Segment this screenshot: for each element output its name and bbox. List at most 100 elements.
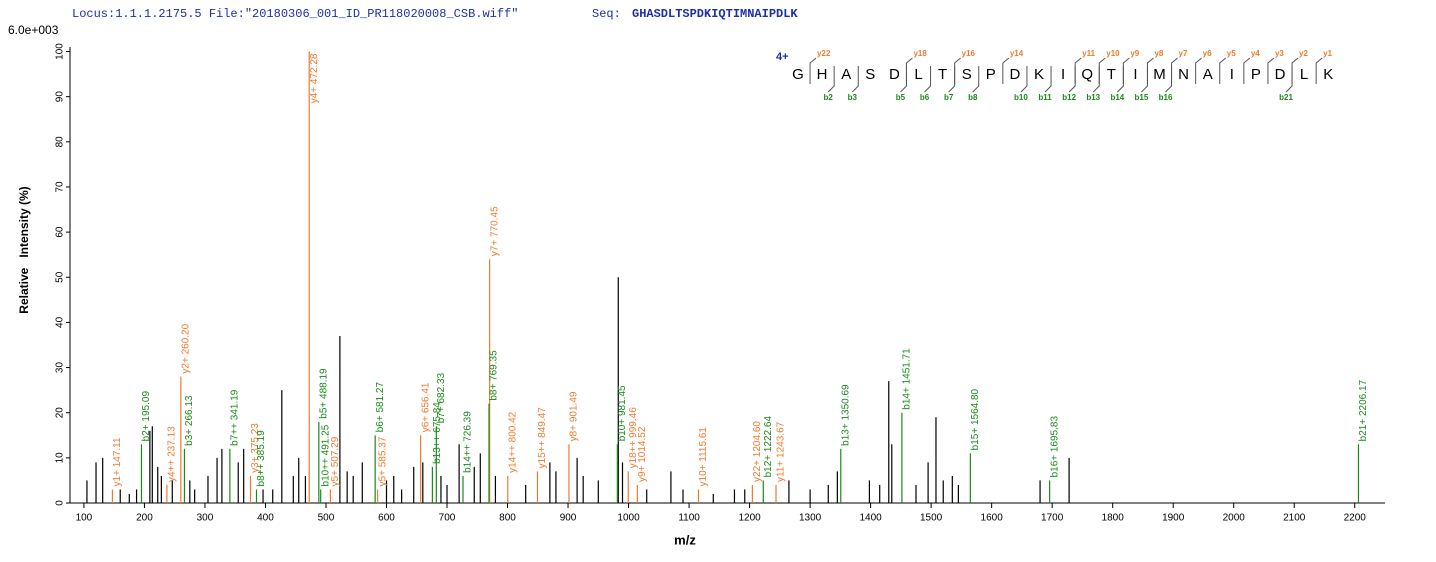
peak-label: b8+ 769.35 <box>489 350 500 401</box>
peak-label: y7+ 770.45 <box>489 206 500 256</box>
peak-label: y11+ 1243.67 <box>776 421 787 482</box>
x-tick-label: 1100 <box>678 513 700 524</box>
y-tick-label: 0 <box>55 500 66 506</box>
peak-label: y2+ 260.20 <box>181 323 192 373</box>
y-axis-label: Relative Intensity (%) <box>17 186 31 313</box>
y-tick-label: 80 <box>55 136 66 148</box>
peak-label: b6+ 581.27 <box>375 382 386 433</box>
b-ion-bracket <box>1141 66 1148 93</box>
y-ion-label: y16 <box>962 49 976 58</box>
y-tick-label: 20 <box>55 407 66 419</box>
residue: I <box>1230 66 1234 83</box>
y-ion-bracket <box>1002 57 1010 84</box>
y-ion-label: y4 <box>1251 49 1260 58</box>
residue: S <box>962 66 972 83</box>
peak-label: b12+ 1222.64 <box>763 416 774 478</box>
y-tick-label: 70 <box>55 181 66 193</box>
residue: I <box>1061 66 1065 83</box>
peak-label: y15++ 849.47 <box>537 407 548 469</box>
header-locus: Locus:1.1.1.2175.5 File:"20180306_001_ID… <box>72 7 518 21</box>
y-ion-label: y3 <box>1275 49 1284 58</box>
x-tick-label: 2200 <box>1344 513 1367 524</box>
x-axis-label: m/z <box>674 532 696 547</box>
b-ion-bracket <box>1044 66 1052 93</box>
x-tick-label: 1900 <box>1162 513 1185 524</box>
b-ion-bracket <box>972 66 980 93</box>
residue: L <box>914 66 922 83</box>
peak-label: b14+ 1451.71 <box>902 348 913 410</box>
x-tick-label: 800 <box>499 513 516 524</box>
peak-label: y6+ 656.41 <box>420 382 431 432</box>
y-ion-label: y7 <box>1179 49 1188 58</box>
x-tick-label: 2000 <box>1223 513 1246 524</box>
y-ion-bracket <box>1171 57 1178 84</box>
residue: S <box>865 66 875 83</box>
x-tick-label: 200 <box>136 513 153 524</box>
x-tick-label: 1600 <box>981 513 1004 524</box>
residue: P <box>986 66 996 83</box>
b-ion-label: b16 <box>1159 93 1173 102</box>
scale-label: 6.0e+003 <box>8 23 59 37</box>
x-tick-label: 100 <box>76 513 93 524</box>
x-tick-label: 300 <box>197 513 214 524</box>
peak-label: y1+ 147.11 <box>112 437 123 486</box>
y-ion-label: y6 <box>1203 49 1212 58</box>
residue: P <box>1251 66 1261 83</box>
y-tick-label: 30 <box>55 362 66 374</box>
peak-label: b3+ 266.13 <box>184 395 195 446</box>
peak-label: y3+ 375.23 <box>250 423 261 473</box>
y-ion-label: y22 <box>817 49 831 58</box>
b-ion-bracket <box>1165 66 1173 93</box>
peak-label: b2+ 195.09 <box>141 391 152 442</box>
x-tick-label: 1200 <box>738 513 761 524</box>
x-tick-label: 400 <box>257 513 274 524</box>
peak-label: b13++ 675.84 <box>432 402 443 464</box>
y-tick-label: 40 <box>55 316 66 328</box>
peak-label: y4++ 237.13 <box>167 426 178 482</box>
residue: A <box>841 66 851 83</box>
header-seq-label: Seq: <box>592 7 621 21</box>
b-ion-label: b8 <box>968 93 978 102</box>
x-tick-label: 2100 <box>1283 513 1306 524</box>
x-tick-label: 1800 <box>1102 513 1125 524</box>
peak-label: b13+ 1350.69 <box>840 384 851 446</box>
residue: D <box>1009 66 1020 83</box>
residue: A <box>1203 66 1213 83</box>
y-ion-label: y9 <box>1130 49 1139 58</box>
y-ion-bracket <box>1267 57 1275 84</box>
y-tick-label: 60 <box>55 226 66 238</box>
y-ion-bracket <box>1098 57 1106 84</box>
x-tick-label: 900 <box>560 513 577 524</box>
residue: K <box>1323 66 1333 83</box>
y-tick-label: 90 <box>55 91 66 103</box>
residue: D <box>889 66 900 83</box>
residue: K <box>1034 66 1044 83</box>
b-ion-label: b11 <box>1038 93 1052 102</box>
b-ion-label: b13 <box>1086 93 1100 102</box>
b-ion-bracket <box>900 66 907 93</box>
residue: T <box>1107 66 1116 83</box>
x-tick-label: 1400 <box>859 513 882 524</box>
peak-label: y9+ 1014.52 <box>637 426 648 482</box>
residue: Q <box>1081 66 1093 83</box>
peak-label: y18++ 999.46 <box>628 407 639 469</box>
b-ion-bracket <box>827 66 835 93</box>
peak-label: b10+ 981.45 <box>617 385 628 441</box>
x-tick-label: 500 <box>318 513 335 524</box>
header-sequence: GHASDLTSPDKIQTIMNAIPDLK <box>632 7 798 21</box>
peak-label: y14++ 800.42 <box>507 411 518 473</box>
peak-label: b5+ 488.19 <box>318 368 329 419</box>
b-ion-bracket <box>1285 66 1293 93</box>
peak-label: y10+ 1115.61 <box>698 427 709 487</box>
residue: D <box>1275 66 1286 83</box>
b-ion-label: b3 <box>848 93 858 102</box>
residue: T <box>938 66 947 83</box>
x-tick-label: 600 <box>378 513 395 524</box>
y-ion-bracket <box>905 57 913 84</box>
y-ion-bracket <box>1122 57 1130 84</box>
y-ion-label: y11 <box>1082 49 1095 58</box>
y-ion-label: y8 <box>1154 49 1163 58</box>
peak-label: b15+ 1564.80 <box>970 388 981 450</box>
